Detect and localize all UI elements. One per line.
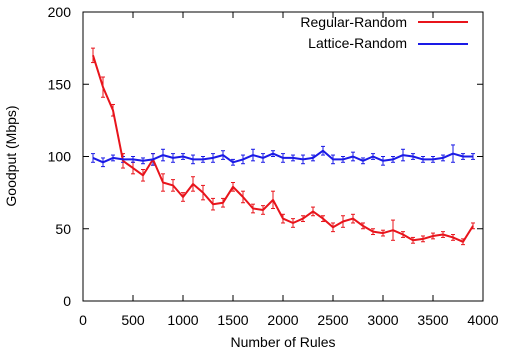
x-tick-label: 0 (79, 312, 87, 328)
x-tick-label: 500 (121, 312, 145, 328)
x-axis-title: Number of Rules (230, 334, 335, 350)
x-tick-label: 1500 (217, 312, 248, 328)
x-tick-label: 4000 (467, 312, 498, 328)
y-tick-label: 100 (48, 149, 72, 165)
legend-label-regular-random: Regular-Random (300, 14, 407, 30)
x-tick-label: 3000 (367, 312, 398, 328)
x-tick-label: 3500 (417, 312, 448, 328)
y-tick-label: 150 (48, 76, 72, 92)
legend-label-lattice-random: Lattice-Random (308, 35, 407, 51)
y-tick-label: 50 (55, 221, 71, 237)
axis-ticks: 0 500 1000 1500 2000 2500 3000 3500 4000 0 50 100 15… (48, 4, 499, 328)
y-tick-label: 200 (48, 4, 72, 20)
x-tick-label: 2500 (317, 312, 348, 328)
lattice-random-series-line (92, 149, 473, 164)
series-lines (92, 55, 474, 243)
x-tick-label: 2000 (267, 312, 298, 328)
y-axis-title: Goodput (Mbps) (3, 105, 19, 206)
x-tick-label: 1000 (167, 312, 198, 328)
regular-random-series-line (92, 55, 474, 243)
legend: Regular-Random Lattice-Random (300, 14, 468, 51)
y-tick-label: 0 (63, 293, 71, 309)
error-bars (91, 47, 475, 246)
